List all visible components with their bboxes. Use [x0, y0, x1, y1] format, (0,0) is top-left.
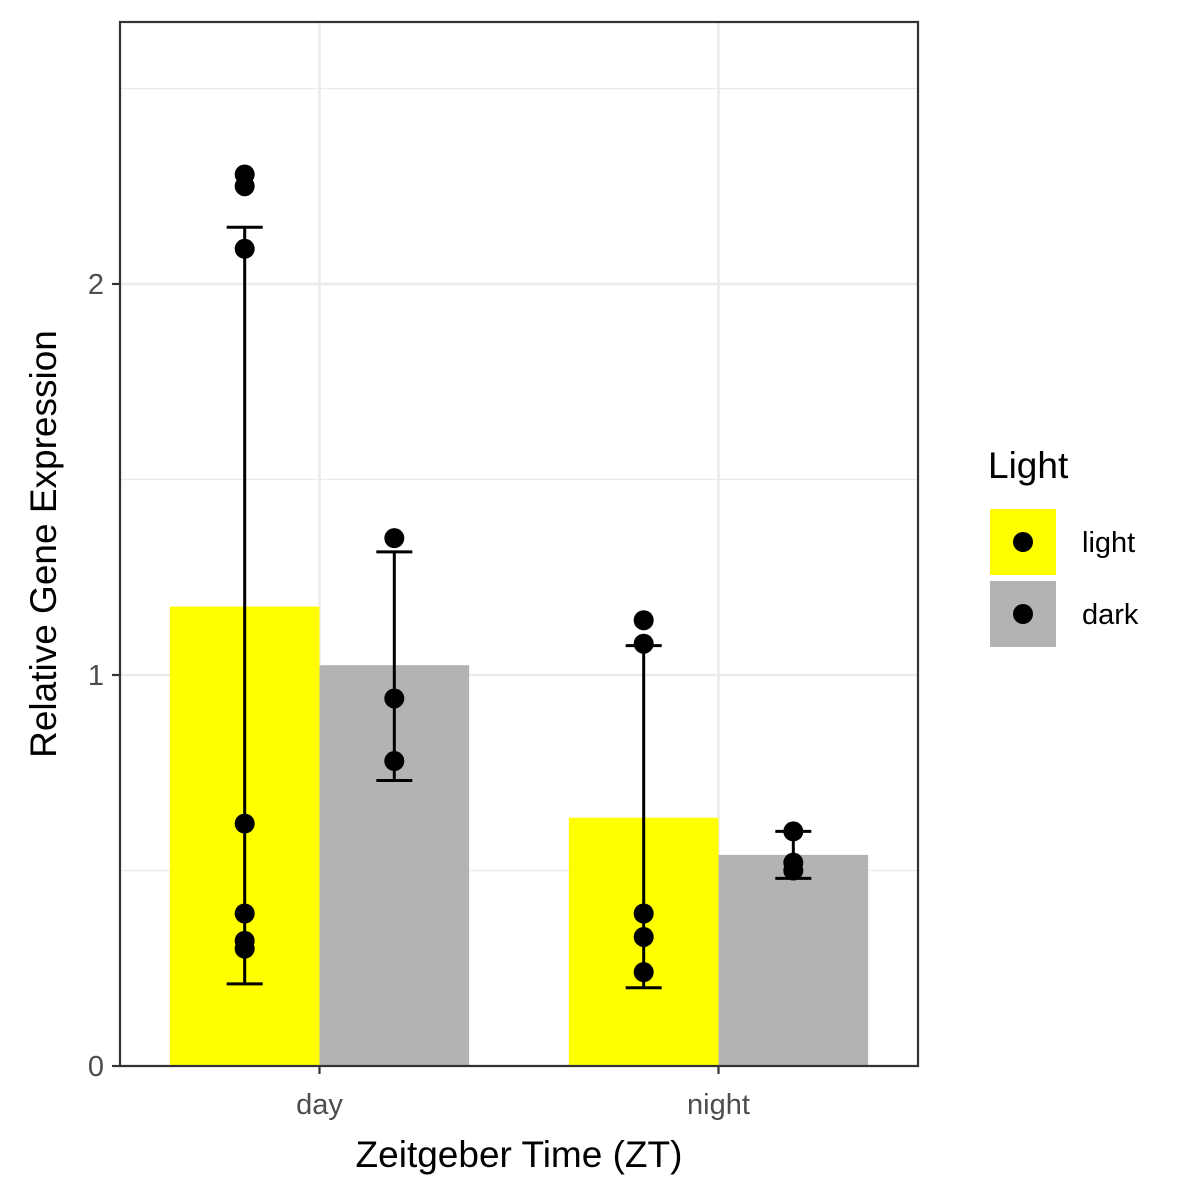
data-points [234, 164, 804, 983]
data-point-dark-day [384, 688, 405, 709]
data-point-light-night [633, 610, 654, 631]
data-point-dark-night [783, 860, 804, 881]
data-point-light-night [633, 633, 654, 654]
legend-key-point [1013, 532, 1033, 552]
x-axis-title: Zeitgeber Time (ZT) [356, 1134, 683, 1175]
y-tick-label: 0 [88, 1051, 104, 1083]
data-point-light-night [633, 903, 654, 924]
y-tick-label: 1 [88, 660, 104, 692]
x-axis: day night [296, 1066, 750, 1121]
data-point-dark-day [384, 751, 405, 772]
bar-dark-night [718, 854, 869, 1066]
x-tick-label: day [296, 1089, 343, 1121]
legend-item-light: light [990, 509, 1135, 575]
y-tick-label: 2 [88, 269, 104, 301]
x-tick-label: night [687, 1089, 750, 1121]
legend-item-dark: dark [990, 581, 1139, 647]
data-point-light-day [234, 938, 255, 959]
legend-title: Light [988, 445, 1069, 486]
data-point-light-day [234, 176, 255, 197]
legend-label-dark: dark [1082, 599, 1139, 631]
data-point-light-day [234, 238, 255, 259]
data-point-dark-night [783, 821, 804, 842]
plot-panel-border [118, 20, 920, 1068]
legend-label-light: light [1082, 527, 1135, 559]
data-point-light-day [234, 903, 255, 924]
error-bar-dark-day [376, 550, 413, 783]
data-point-dark-day [384, 528, 405, 549]
data-point-light-night [633, 926, 654, 947]
error-bar-light-day [226, 225, 263, 986]
y-axis: 0 1 2 [88, 269, 120, 1083]
data-point-light-day [234, 813, 255, 834]
y-axis-title: Relative Gene Expression [23, 330, 64, 758]
data-point-light-night [633, 962, 654, 983]
legend: Light light dark [988, 445, 1139, 647]
legend-key-point [1013, 604, 1033, 624]
